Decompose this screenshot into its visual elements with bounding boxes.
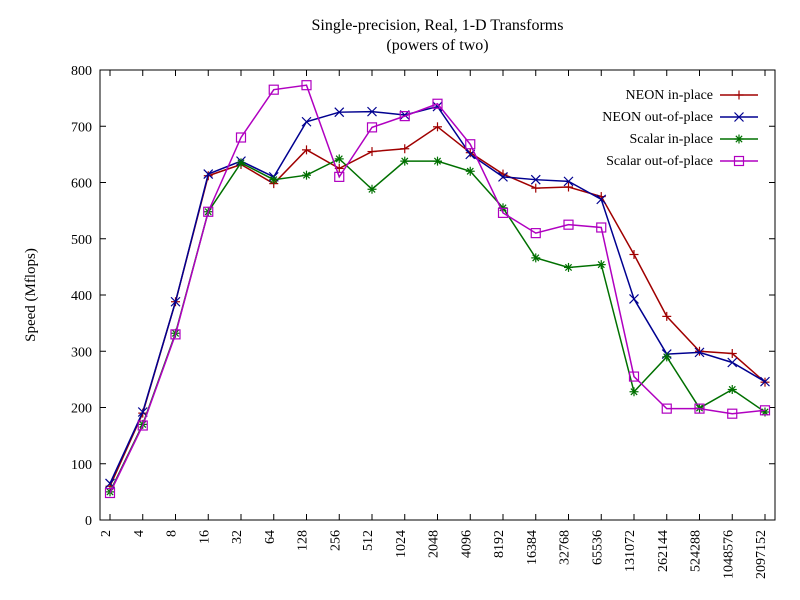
xtick-label: 1024 — [394, 530, 409, 558]
xtick-label: 16 — [197, 530, 212, 544]
xtick-label: 524288 — [689, 530, 704, 572]
xtick-label: 32768 — [558, 530, 573, 565]
xtick-label: 2048 — [427, 530, 442, 558]
ytick-label: 200 — [71, 402, 92, 417]
xtick-label: 8192 — [492, 530, 507, 558]
y-axis-label: Speed (Mflops) — [23, 248, 39, 342]
legend-label: Scalar out-of-place — [606, 154, 713, 169]
chart-svg: 0 100 200 300 400 500 600 700 800 2 4 8 16 32 64 128 256… — [0, 0, 800, 600]
xtick-label: 512 — [361, 530, 376, 551]
ytick-label: 0 — [85, 514, 92, 529]
legend-label: Scalar in-place — [629, 132, 713, 147]
chart-title-2: (powers of two) — [386, 37, 488, 54]
xtick-label: 4096 — [459, 530, 474, 558]
series-line — [110, 127, 765, 486]
ytick-label: 400 — [71, 289, 92, 304]
xtick-label: 4 — [132, 530, 147, 537]
legend-label: NEON in-place — [626, 88, 713, 103]
ytick-label: 600 — [71, 177, 92, 192]
xtick-label: 65536 — [590, 530, 605, 565]
xtick-label: 2097152 — [754, 530, 769, 579]
xtick-label: 32 — [230, 530, 245, 544]
xtick-label: 64 — [263, 530, 278, 544]
chart-container: 0 100 200 300 400 500 600 700 800 2 4 8 16 32 64 128 256… — [0, 0, 800, 600]
legend-label: NEON out-of-place — [602, 110, 713, 125]
chart-title-1: Single-precision, Real, 1-D Transforms — [312, 17, 564, 34]
xtick-label: 8 — [165, 530, 180, 537]
ytick-label: 800 — [71, 64, 92, 79]
ytick-label: 300 — [71, 345, 92, 360]
xtick-label: 1048576 — [721, 530, 736, 579]
ytick-label: 100 — [71, 458, 92, 473]
xtick-label: 256 — [328, 530, 343, 551]
xtick-label: 131072 — [623, 530, 638, 572]
xtick-label: 16384 — [525, 530, 540, 565]
xtick-label: 262144 — [656, 530, 671, 572]
xtick-label: 2 — [99, 530, 114, 537]
ytick-label: 500 — [71, 233, 92, 248]
ytick-label: 700 — [71, 120, 92, 135]
xtick-label: 128 — [296, 530, 311, 551]
